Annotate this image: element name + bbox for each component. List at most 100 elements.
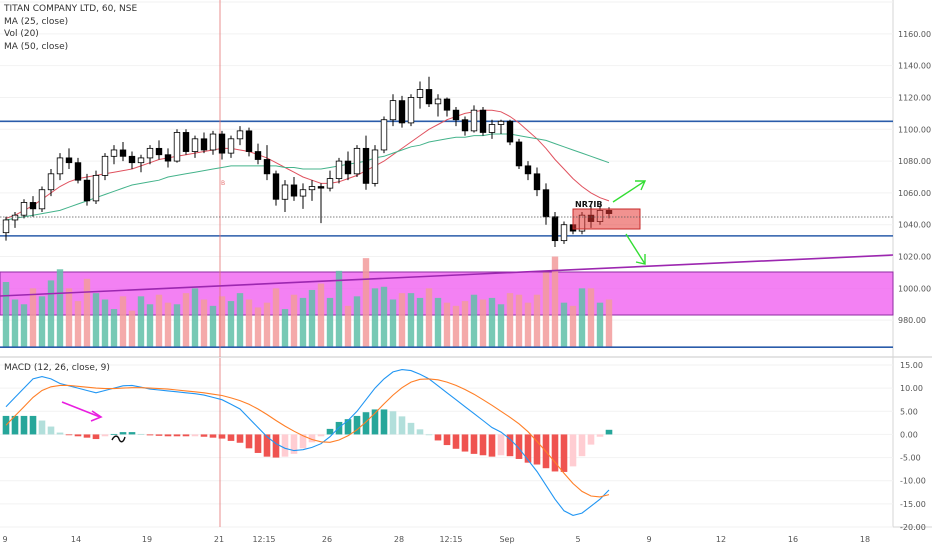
candle-body[interactable]	[461, 119, 469, 132]
indicator-ma25[interactable]: MA (25, close)	[4, 16, 69, 27]
candle-body[interactable]	[497, 120, 505, 125]
candle-body[interactable]	[515, 141, 523, 167]
candle-body[interactable]	[83, 179, 91, 202]
candle-body[interactable]	[371, 149, 379, 184]
symbol-title[interactable]: TITAN COMPANY LTD, 60, NSE	[4, 4, 138, 14]
candle-body[interactable]	[65, 157, 73, 164]
volume-bar	[380, 286, 388, 348]
time-tick-label: Sep	[499, 535, 514, 544]
candle-body[interactable]	[38, 189, 46, 210]
candle-body[interactable]	[2, 219, 10, 234]
candle-body[interactable]	[560, 224, 568, 242]
indicator-vol[interactable]: Vol (20)	[4, 29, 39, 39]
candle-body[interactable]	[92, 175, 100, 202]
candle-body[interactable]	[353, 147, 361, 175]
pink-arrow-head	[90, 410, 103, 422]
indicator-ma50[interactable]: MA (50, close)	[4, 41, 69, 52]
candle-body[interactable]	[506, 120, 514, 143]
candle-body[interactable]	[551, 216, 559, 242]
candle-body[interactable]	[209, 133, 217, 151]
candle-body[interactable]	[128, 155, 136, 164]
candle-body[interactable]	[443, 98, 451, 111]
candle-body[interactable]	[236, 130, 244, 140]
candle-body[interactable]	[533, 173, 541, 191]
candle-body[interactable]	[74, 162, 82, 181]
volume-bar	[272, 288, 280, 348]
candle-body[interactable]	[137, 157, 145, 164]
candle-body[interactable]	[182, 132, 190, 152]
candle-body[interactable]	[470, 109, 478, 132]
macd-histogram-bar	[389, 411, 397, 435]
candle-body[interactable]	[434, 98, 442, 105]
macd-histogram-bar	[362, 412, 370, 435]
candle-body[interactable]	[191, 138, 199, 152]
time-tick-label: 21	[214, 535, 224, 544]
time-tick-label: 5	[575, 535, 580, 544]
candle-body[interactable]	[20, 202, 28, 216]
candle-body[interactable]	[380, 119, 388, 151]
candle-body[interactable]	[389, 100, 397, 121]
candle-body[interactable]	[227, 138, 235, 154]
volume-bar	[443, 302, 451, 348]
price-tick-label: 1020.00	[898, 253, 931, 262]
purple-trendline[interactable]	[0, 254, 894, 297]
candle-body[interactable]	[542, 189, 550, 218]
candle-body[interactable]	[245, 130, 253, 152]
candle-body[interactable]	[119, 149, 127, 157]
volume-bar	[227, 301, 235, 348]
candle-body[interactable]	[56, 157, 64, 175]
macd-histogram-bar	[281, 434, 289, 457]
candle-body[interactable]	[452, 109, 460, 121]
candle-body[interactable]	[479, 109, 487, 133]
candle-body[interactable]	[407, 97, 415, 124]
volume-bar	[83, 278, 91, 348]
candle-body[interactable]	[335, 160, 343, 179]
macd-histogram-bar	[497, 434, 505, 456]
candle-body[interactable]	[524, 165, 532, 175]
green-arrow-down[interactable]	[625, 233, 646, 265]
candle-body[interactable]	[29, 202, 37, 210]
candle-body[interactable]	[308, 186, 316, 191]
macd-legend[interactable]: MACD (12, 26, close, 9)	[4, 363, 110, 373]
macd-histogram-bar	[578, 434, 586, 457]
macd-histogram-bar	[371, 409, 379, 435]
candle-body[interactable]	[146, 147, 154, 159]
candle-body[interactable]	[425, 89, 433, 105]
candle-body[interactable]	[218, 133, 226, 154]
macd-histogram-bar	[173, 434, 181, 437]
green-arrow-up[interactable]	[612, 180, 646, 203]
candle-body[interactable]	[317, 186, 325, 189]
candle-body[interactable]	[326, 178, 334, 189]
candle-body[interactable]	[101, 155, 109, 176]
candle-body[interactable]	[488, 124, 496, 133]
candle-body[interactable]	[272, 173, 280, 200]
candle-body[interactable]	[398, 100, 406, 124]
macd-line[interactable]	[5, 369, 610, 516]
nr7ib-box[interactable]	[572, 208, 641, 230]
pink-arrow[interactable]	[61, 401, 101, 418]
candle-body[interactable]	[11, 214, 19, 221]
volume-bar	[38, 296, 46, 348]
candle-body[interactable]	[281, 184, 289, 200]
time-tick-label: 14	[71, 535, 81, 544]
candle-body[interactable]	[344, 160, 352, 175]
time-tick-label: 12	[716, 535, 726, 544]
candle-body[interactable]	[263, 159, 271, 175]
candle-body[interactable]	[200, 138, 208, 151]
price-tick-label: 1160.00	[898, 30, 931, 39]
candle-body[interactable]	[173, 132, 181, 162]
candle-body[interactable]	[290, 184, 298, 197]
signal-line[interactable]	[5, 378, 610, 498]
volume-bar	[479, 299, 487, 348]
candle-body[interactable]	[362, 147, 370, 184]
candle-body[interactable]	[254, 151, 262, 160]
candle-body[interactable]	[47, 173, 55, 191]
volume-bar	[173, 304, 181, 348]
price-tick-label: 1000.00	[898, 284, 931, 293]
candle-body[interactable]	[164, 154, 172, 162]
candle-body[interactable]	[110, 149, 118, 157]
candle-body[interactable]	[299, 189, 307, 197]
candle-body[interactable]	[155, 147, 163, 156]
candle-body[interactable]	[416, 89, 424, 98]
